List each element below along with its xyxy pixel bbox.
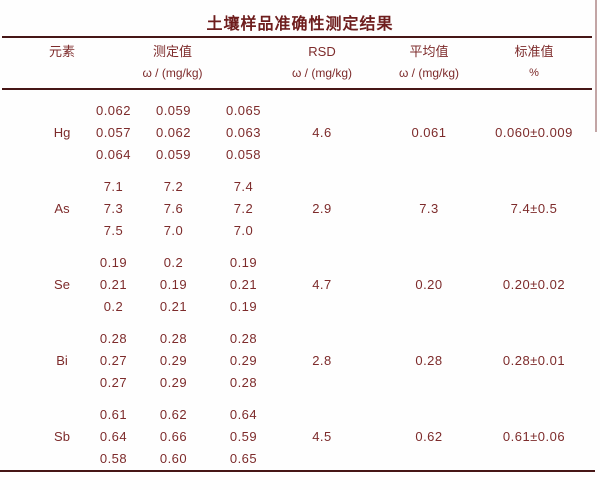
measured-value: 0.29 [229, 353, 258, 368]
measured-value: 0.58 [99, 451, 128, 466]
measured-value: 0.21 [159, 299, 188, 314]
measured-value: 7.5 [103, 223, 124, 238]
element-symbol: Bi [56, 353, 68, 368]
rsd-value: 2.8 [312, 353, 332, 368]
standard-value: 0.61±0.06 [502, 429, 566, 444]
measured-value: 0.27 [99, 353, 128, 368]
measured-value: 0.64 [99, 429, 128, 444]
element-symbol: As [54, 201, 70, 216]
rsd-value: 4.5 [312, 429, 332, 444]
measured-value: 0.21 [229, 277, 258, 292]
average-value: 0.061 [411, 125, 447, 140]
header-measured: 测定值 [152, 44, 192, 59]
table-row-se: Se 0.19 0.2 0.19 0.21 0.19 0.21 0.2 0.21… [0, 242, 600, 318]
standard-value: 0.28±0.01 [502, 353, 566, 368]
measured-value: 7.4 [233, 179, 254, 194]
header-average-unit: ω / (mg/kg) [398, 66, 460, 80]
table-row-as: As 7.1 7.2 7.4 7.3 7.6 7.2 7.5 7.0 7.0 2… [0, 166, 600, 242]
measured-value: 0.19 [99, 255, 128, 270]
measured-value: 0.21 [99, 277, 128, 292]
measured-value: 0.065 [225, 103, 262, 118]
measured-value: 7.3 [103, 201, 124, 216]
measured-value: 0.19 [229, 299, 258, 314]
measured-value: 7.2 [233, 201, 254, 216]
table-bottom-rule [0, 470, 595, 472]
measured-value: 0.057 [95, 125, 132, 140]
measured-value: 0.28 [159, 331, 188, 346]
standard-value: 7.4±0.5 [510, 201, 558, 216]
measured-value: 7.6 [163, 201, 184, 216]
measured-value: 7.0 [163, 223, 184, 238]
rsd-value: 4.6 [312, 125, 332, 140]
measured-value: 0.19 [229, 255, 258, 270]
element-symbol: Sb [54, 429, 70, 444]
table-body: Hg 0.062 0.059 0.065 0.057 0.062 0.063 0… [0, 90, 600, 470]
average-value: 0.62 [415, 429, 443, 444]
table-row-hg: Hg 0.062 0.059 0.065 0.057 0.062 0.063 0… [0, 90, 600, 166]
measured-value: 0.28 [229, 375, 258, 390]
standard-value: 0.060±0.009 [495, 125, 573, 140]
header-standard: 标准值 [514, 44, 554, 59]
average-value: 0.20 [415, 277, 443, 292]
header-average: 平均值 [409, 44, 449, 59]
measured-value: 0.59 [229, 429, 258, 444]
element-symbol: Hg [53, 125, 71, 140]
measured-value: 7.1 [103, 179, 124, 194]
measured-value: 7.2 [163, 179, 184, 194]
table-row-sb: Sb 0.61 0.62 0.64 0.64 0.66 0.59 0.58 0.… [0, 394, 600, 470]
measured-value: 0.059 [155, 147, 192, 162]
measured-value: 0.062 [155, 125, 192, 140]
measured-value: 0.62 [159, 407, 188, 422]
measured-value: 0.063 [225, 125, 262, 140]
header-measured-unit: ω / (mg/kg) [142, 66, 203, 80]
measured-value: 0.60 [159, 451, 188, 466]
measured-value: 0.27 [99, 375, 128, 390]
table-header: 元素 测定值 ω / (mg/kg) RSD ω / (mg/kg) 平均值 ω… [0, 38, 600, 88]
rsd-value: 4.7 [312, 277, 332, 292]
measured-value: 0.19 [159, 277, 188, 292]
measured-value: 0.062 [95, 103, 132, 118]
element-symbol: Se [54, 277, 70, 292]
measured-value: 0.29 [159, 375, 188, 390]
measured-value: 0.064 [95, 147, 132, 162]
rsd-value: 2.9 [312, 201, 332, 216]
header-rsd-unit: ω / (mg/kg) [291, 66, 353, 80]
table-top-rule [2, 36, 592, 38]
measured-value: 0.058 [225, 147, 262, 162]
measured-value: 0.2 [103, 299, 124, 314]
measured-value: 7.0 [233, 223, 254, 238]
header-rsd: RSD [308, 44, 336, 59]
header-bottom-rule [2, 88, 592, 90]
header-element: 元素 [48, 44, 75, 59]
standard-value: 0.20±0.02 [502, 277, 566, 292]
measured-value: 0.059 [155, 103, 192, 118]
header-standard-unit: % [529, 67, 539, 79]
page-title: 土壤样品准确性测定结果 [206, 15, 394, 33]
measured-value: 0.2 [163, 255, 184, 270]
scan-artifact-line [595, 0, 597, 132]
measured-value: 0.66 [159, 429, 188, 444]
table-row-bi: Bi 0.28 0.28 0.28 0.27 0.29 0.29 0.27 0.… [0, 318, 600, 394]
measured-value: 0.29 [159, 353, 188, 368]
measured-value: 0.61 [99, 407, 128, 422]
measured-value: 0.28 [229, 331, 258, 346]
measured-value: 0.65 [229, 451, 258, 466]
measured-value: 0.28 [99, 331, 128, 346]
measured-value: 0.64 [229, 407, 258, 422]
average-value: 7.3 [419, 201, 439, 216]
average-value: 0.28 [415, 353, 443, 368]
title-bar: 土壤样品准确性测定结果 [0, 0, 600, 36]
